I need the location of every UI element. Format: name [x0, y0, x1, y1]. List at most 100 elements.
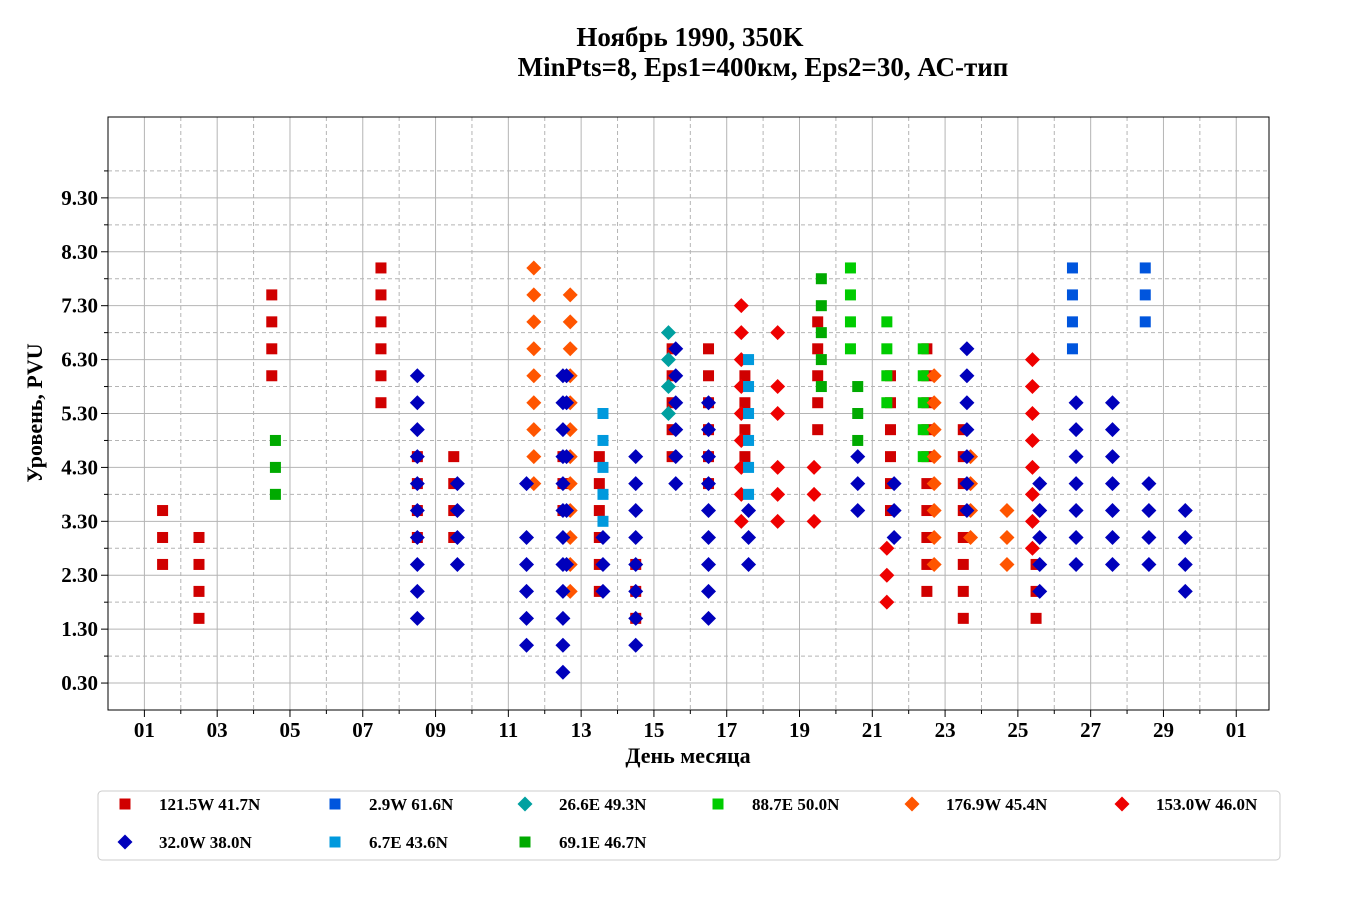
data-point — [879, 540, 895, 556]
data-point — [701, 449, 717, 465]
data-point — [595, 583, 611, 599]
data-point — [562, 341, 578, 357]
legend-label: 32.0W 38.0N — [159, 833, 252, 852]
data-point — [999, 529, 1015, 545]
data-point — [812, 424, 824, 436]
data-point — [1177, 556, 1193, 572]
data-point — [660, 325, 676, 341]
data-point — [375, 397, 387, 409]
data-point — [926, 556, 942, 572]
x-tick-label: 21 — [862, 718, 883, 742]
x-tick-label: 19 — [789, 718, 810, 742]
x-axis-label: День месяца — [625, 743, 750, 768]
data-point — [628, 583, 644, 599]
data-point — [449, 556, 465, 572]
data-point — [881, 397, 893, 409]
data-point — [409, 449, 425, 465]
data-point — [957, 558, 969, 570]
data-point — [701, 476, 717, 492]
data-point — [917, 370, 929, 382]
data-point — [1139, 316, 1151, 328]
data-point — [157, 558, 169, 570]
data-point — [409, 422, 425, 438]
legend-item: 26.6E 49.3N — [517, 795, 647, 814]
data-point — [1141, 476, 1157, 492]
data-point — [1024, 432, 1040, 448]
data-point — [266, 370, 278, 382]
data-point — [1105, 503, 1121, 519]
data-point — [526, 449, 542, 465]
data-point — [844, 343, 856, 355]
x-tick-label: 15 — [643, 718, 664, 742]
legend-marker — [119, 798, 131, 810]
data-point — [1032, 476, 1048, 492]
axis-ticks: 01 03 05 07 09 11 13 15 17 19 21 23 25 27 29 01 0.30 1.30… — [61, 170, 1247, 742]
data-point — [926, 529, 942, 545]
data-point — [917, 343, 929, 355]
data-point — [375, 262, 387, 274]
data-point — [1068, 503, 1084, 519]
data-point — [844, 289, 856, 301]
legend-marker — [117, 834, 133, 850]
y-tick-label: 1.30 — [61, 617, 98, 641]
data-point — [266, 289, 278, 301]
data-point — [957, 585, 969, 597]
data-point — [269, 434, 281, 446]
legend-item: 88.7E 50.0N — [712, 795, 840, 814]
data-point — [921, 585, 933, 597]
legend-item: 153.0W 46.0N — [1114, 795, 1258, 814]
data-point — [884, 424, 896, 436]
data-point — [409, 368, 425, 384]
data-point — [1068, 449, 1084, 465]
data-point — [1066, 316, 1078, 328]
data-point — [409, 503, 425, 519]
data-point — [1068, 476, 1084, 492]
data-point — [963, 529, 979, 545]
data-point — [1068, 556, 1084, 572]
data-point — [266, 343, 278, 355]
data-point — [193, 612, 205, 624]
data-point — [193, 531, 205, 543]
data-point — [1177, 583, 1193, 599]
x-tick-label: 11 — [498, 718, 518, 742]
data-point — [886, 529, 902, 545]
data-point — [559, 556, 575, 572]
data-point — [733, 298, 749, 314]
data-point — [926, 395, 942, 411]
data-point — [917, 397, 929, 409]
data-point — [559, 395, 575, 411]
data-point — [1024, 459, 1040, 475]
y-tick-label: 9.30 — [61, 186, 98, 210]
data-point — [1024, 379, 1040, 395]
data-point — [957, 612, 969, 624]
data-point — [733, 513, 749, 529]
data-point — [266, 316, 278, 328]
data-point — [157, 531, 169, 543]
data-point — [593, 505, 605, 517]
data-point — [1066, 343, 1078, 355]
legend-marker — [329, 798, 341, 810]
x-tick-label: 23 — [935, 718, 956, 742]
legend-item: 32.0W 38.0N — [117, 833, 252, 852]
data-point — [1105, 556, 1121, 572]
data-point — [852, 434, 864, 446]
data-point — [806, 486, 822, 502]
data-point — [926, 422, 942, 438]
data-point — [628, 610, 644, 626]
data-point — [701, 583, 717, 599]
data-point — [1068, 529, 1084, 545]
data-point — [1068, 422, 1084, 438]
data-point — [926, 368, 942, 384]
data-point — [409, 610, 425, 626]
legend-label: 121.5W 41.7N — [159, 795, 261, 814]
data-point — [526, 341, 542, 357]
data-point — [815, 300, 827, 312]
data-point — [852, 408, 864, 419]
data-point — [597, 461, 609, 473]
data-point — [741, 529, 757, 545]
data-point — [884, 451, 896, 463]
x-tick-label: 01 — [134, 718, 155, 742]
data-point — [879, 567, 895, 583]
data-point — [668, 476, 684, 492]
data-point — [449, 529, 465, 545]
